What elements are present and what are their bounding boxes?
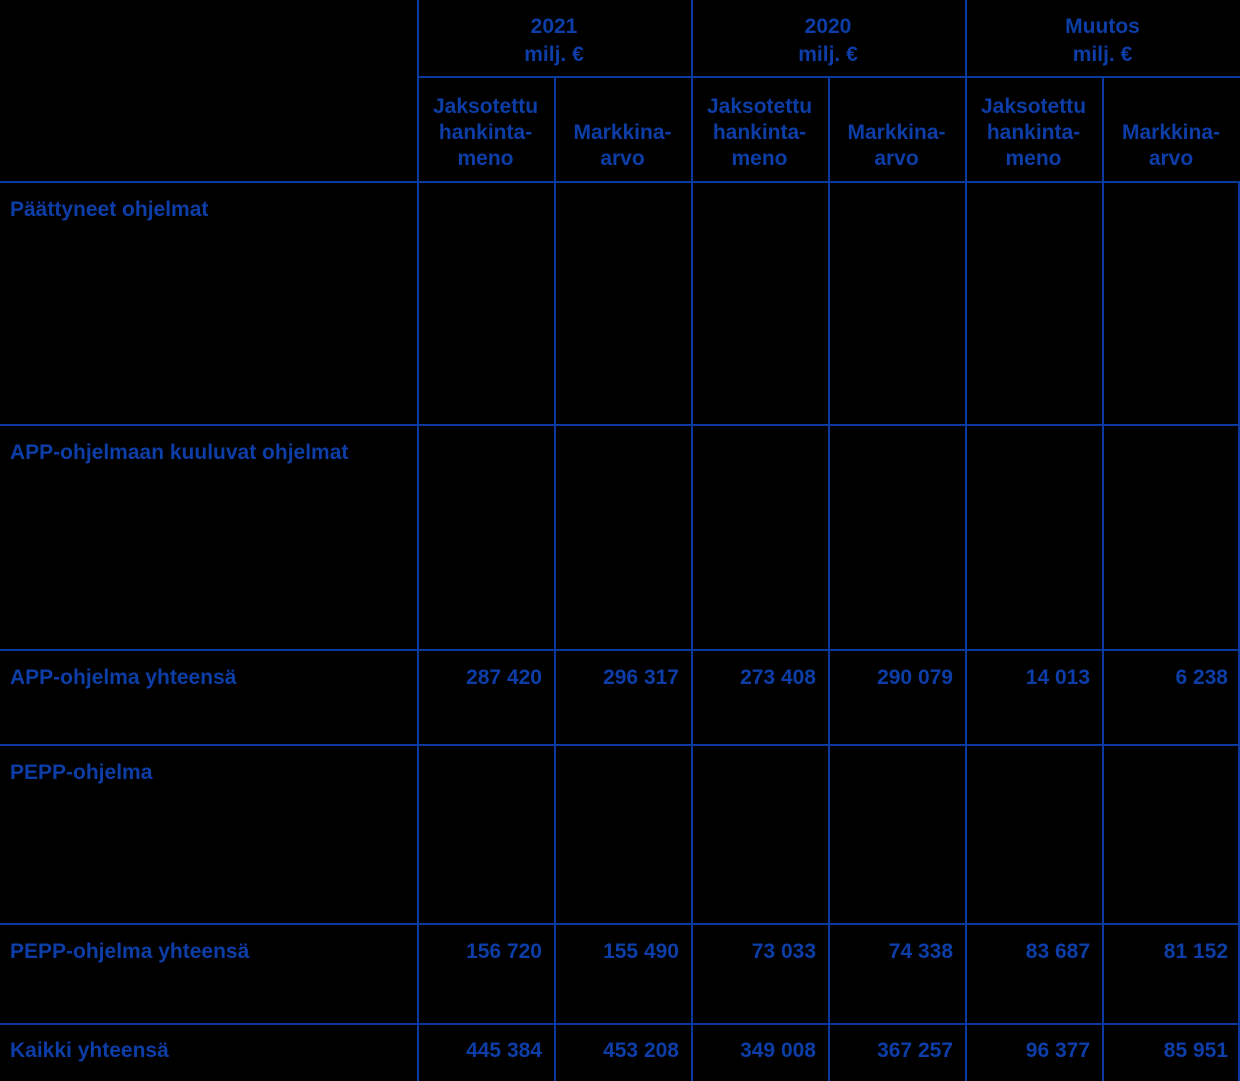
grand-total-2020-amortised-cost: 349 008 <box>740 1039 816 1062</box>
grand-total-2021-amortised-cost: 445 384 <box>466 1039 542 1062</box>
app-total-muutos-market-value: 6 238 <box>1175 666 1228 689</box>
grid-hline-above-app-section <box>0 424 1240 426</box>
subheader-2020-amortised-cost: Jaksotettu hankinta- meno <box>706 95 813 170</box>
grand-total-2020-market-value: 367 257 <box>877 1039 953 1062</box>
app-total-2020-amortised-cost: 273 408 <box>740 666 816 689</box>
grid-vline-label-col <box>417 0 419 1081</box>
subheader-muutos-market-value: Markkina- arvo <box>1121 121 1221 170</box>
grid-vline-2021-split <box>554 76 556 1081</box>
subheader-muutos-amortised-cost: Jaksotettu hankinta- meno <box>980 95 1087 170</box>
column-group-muutos: Muutos milj. € <box>965 0 1240 76</box>
grid-hline-above-grand-total <box>0 1023 1240 1025</box>
column-group-2020-unit: milj. € <box>798 43 858 66</box>
subheader-2021-amortised-cost: Jaksotettu hankinta- meno <box>432 95 539 170</box>
grid-vline-right-border <box>1238 181 1240 1081</box>
pepp-total-2021-market-value: 155 490 <box>603 940 679 963</box>
row-label-pepp-ohjelma-yhteensa: PEPP-ohjelma yhteensä <box>10 940 250 963</box>
app-total-muutos-amortised-cost: 14 013 <box>1025 666 1090 689</box>
grid-hline-above-app-total <box>0 649 1240 651</box>
pepp-total-2020-market-value: 74 338 <box>888 940 953 963</box>
grid-hline-under-subheaders <box>0 181 1240 183</box>
grid-hline-above-pepp-total <box>0 923 1240 925</box>
row-label-app-ohjelmaan-kuuluvat: APP-ohjelmaan kuuluvat ohjelmat <box>10 441 349 464</box>
row-label-paattyneet-ohjelmat: Päättyneet ohjelmat <box>10 198 209 221</box>
column-group-muutos-title: Muutos <box>1065 15 1140 38</box>
grid-hline-under-years <box>417 76 1240 78</box>
subheader-2020-market-value: Markkina- arvo <box>847 121 946 170</box>
subheader-2021-market-value: Markkina- arvo <box>573 121 672 170</box>
column-group-2021: 2021 milj. € <box>417 0 691 76</box>
column-group-muutos-unit: milj. € <box>1072 43 1133 66</box>
grid-hline-above-pepp-section <box>0 744 1240 746</box>
row-label-kaikki-yhteensa: Kaikki yhteensä <box>10 1039 169 1062</box>
app-total-2021-amortised-cost: 287 420 <box>466 666 542 689</box>
grid-vline-muutos-split <box>1102 76 1104 1081</box>
column-group-2020: 2020 milj. € <box>691 0 965 76</box>
grand-total-2021-market-value: 453 208 <box>603 1039 679 1062</box>
column-group-2021-unit: milj. € <box>524 43 584 66</box>
pepp-total-muutos-amortised-cost: 83 687 <box>1025 940 1090 963</box>
grid-vline-2020-muutos <box>965 0 967 1081</box>
grid-vline-2020-split <box>828 76 830 1081</box>
grand-total-muutos-amortised-cost: 96 377 <box>1025 1039 1090 1062</box>
grand-total-muutos-market-value: 85 951 <box>1163 1039 1228 1062</box>
pepp-total-2021-amortised-cost: 156 720 <box>466 940 542 963</box>
row-label-pepp-ohjelma: PEPP-ohjelma <box>10 761 153 784</box>
pepp-total-2020-amortised-cost: 73 033 <box>751 940 816 963</box>
row-label-app-ohjelma-yhteensa: APP-ohjelma yhteensä <box>10 666 237 689</box>
column-group-2020-title: 2020 <box>804 15 852 38</box>
app-total-2021-market-value: 296 317 <box>603 666 679 689</box>
pepp-total-muutos-market-value: 81 152 <box>1163 940 1228 963</box>
app-total-2020-market-value: 290 079 <box>877 666 953 689</box>
grid-vline-2021-2020 <box>691 0 693 1081</box>
column-group-2021-title: 2021 <box>530 15 578 38</box>
